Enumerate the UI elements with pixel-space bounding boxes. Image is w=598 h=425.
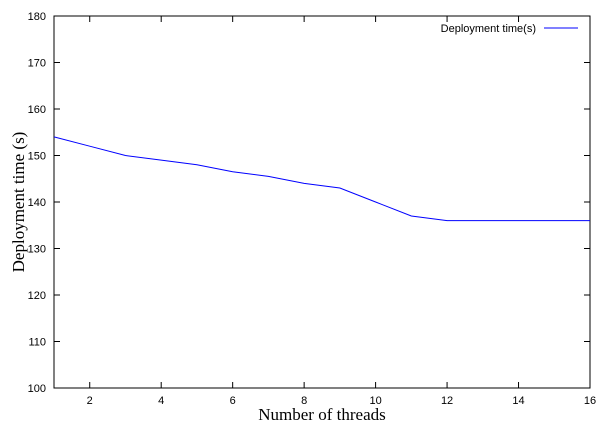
data-point: [231, 170, 234, 173]
data-point: [374, 201, 377, 204]
y-tick-label: 100: [28, 383, 46, 395]
y-tick-label: 150: [28, 151, 46, 163]
series-layer: [53, 135, 592, 222]
x-tick-label: 10: [369, 395, 381, 407]
x-axis-label: Number of threads: [258, 405, 385, 424]
data-point: [553, 219, 556, 222]
series-line: [53, 136, 590, 222]
x-tick-label: 6: [230, 395, 236, 407]
y-axis-label: Deployment time (s): [9, 132, 28, 273]
y-tick-label: 160: [28, 104, 46, 116]
data-point: [303, 182, 306, 185]
x-tick-label: 16: [584, 395, 596, 407]
data-point: [88, 145, 91, 148]
x-tick-label: 12: [441, 395, 453, 407]
y-tick-label: 140: [28, 197, 46, 209]
y-tick-label: 130: [28, 244, 46, 256]
x-tick-label: 8: [301, 395, 307, 407]
legend: Deployment time(s): [441, 23, 578, 35]
y-tick-label: 180: [28, 11, 46, 23]
legend-label: Deployment time(s): [441, 23, 536, 35]
data-point: [481, 219, 484, 222]
y-tick-label: 120: [28, 290, 46, 302]
x-tick-label: 4: [158, 395, 164, 407]
y-tick-label: 110: [28, 337, 46, 349]
x-tick-label: 2: [87, 395, 93, 407]
data-point: [124, 154, 127, 157]
data-point: [160, 159, 163, 162]
y-tick-label: 170: [28, 58, 46, 70]
data-point: [517, 219, 520, 222]
x-axis-ticks: 2 4 6 8 10 12 14 16: [87, 16, 596, 407]
data-point: [410, 214, 413, 217]
data-point: [446, 219, 449, 222]
y-axis-ticks: 100 110 120 130 140 150 160 170 180: [28, 11, 590, 395]
data-point: [53, 135, 56, 138]
x-tick-label: 14: [512, 395, 524, 407]
plot-frame: [53, 15, 591, 389]
data-point: [338, 187, 341, 190]
data-point: [195, 163, 198, 166]
data-point: [267, 175, 270, 178]
data-point: [589, 219, 592, 222]
